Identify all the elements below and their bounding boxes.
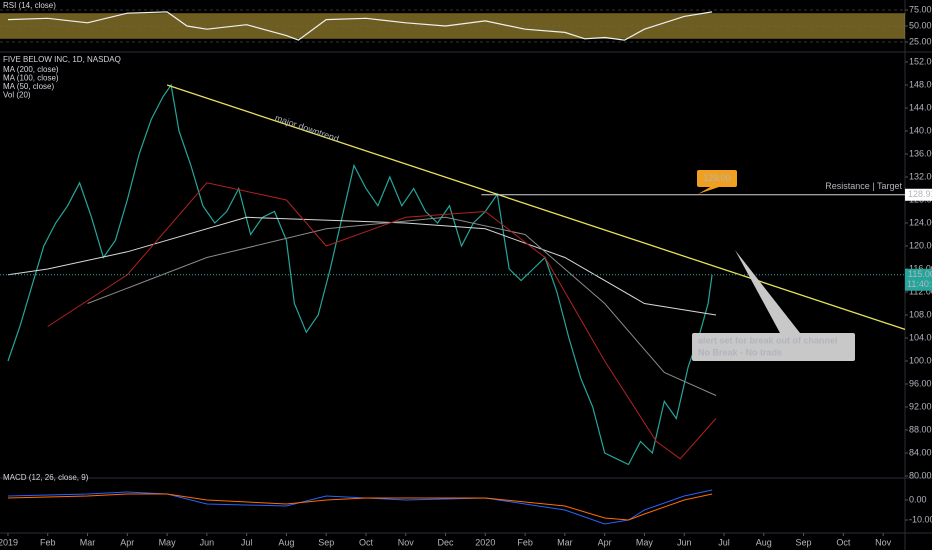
price-tag: 129.00 [703,173,731,183]
x-tick-label: Nov [875,537,892,547]
x-tick-label: Feb [517,537,533,547]
y-tick-label: 148.00 [909,79,932,89]
indicator-label: MA (200, close) [3,65,59,74]
x-tick-label: Feb [40,537,56,547]
resistance-label: Resistance | Target [825,181,902,191]
x-tick-label: Jul [241,537,253,547]
series-line [7,489,713,525]
y-tick-label: 104.00 [909,332,932,342]
x-tick-label: Apr [120,537,134,547]
y-tick-label: 136.00 [909,148,932,158]
y-tick-label: 88.00 [909,424,932,434]
y-tick-label: 132.00 [909,171,932,181]
x-tick-label: Jul [718,537,730,547]
series-line [7,83,713,466]
series-line [7,493,713,521]
x-tick-label: 2019 [0,537,18,547]
note-line: alert set for break out of channel [698,335,838,345]
x-tick-label: Aug [756,537,772,547]
y-tick-label: 144.00 [909,102,932,112]
series-line [87,216,717,396]
y-tick-label: 124.00 [909,217,932,227]
indicator-label: MA (100, close) [3,74,59,83]
indicator-label: Vol (20) [3,91,31,100]
y-tick-label: 84.00 [909,447,932,457]
x-tick-label: May [159,537,177,547]
current-price: 115.00 [908,269,932,279]
note-pointer [735,250,800,333]
countdown: 11:40:30 [907,279,932,289]
panel-title: MACD (12, 26, close, 9) [3,473,89,482]
x-tick-label: Sep [318,537,334,547]
x-tick-label: Jun [200,537,215,547]
x-tick-label: Oct [836,537,851,547]
y-tick-label: 96.00 [909,378,932,388]
x-tick-label: May [636,537,654,547]
y-tick-label: 100.00 [909,355,932,365]
x-tick-label: 2020 [475,537,495,547]
x-tick-label: Mar [557,537,573,547]
x-tick-label: Nov [398,537,415,547]
series-line [7,216,717,316]
series-line [7,11,713,41]
x-tick-label: Aug [278,537,294,547]
resistance-price: 128.91 [908,189,932,199]
y-tick-label: 140.00 [909,125,932,135]
y-tick-label: 120.00 [909,240,932,250]
note-box [692,333,855,361]
panel-title: RSI (14, close) [3,1,56,10]
y-tick-label: 50.00 [909,20,932,30]
y-tick-label: 75.00 [909,4,932,14]
y-tick-label: 108.00 [909,309,932,319]
price-tag-box [697,170,737,187]
price-tag-pointer [698,186,722,194]
y-tick-label: 25.00 [909,36,932,46]
resistance-price-box [905,188,932,201]
series-line [166,84,906,331]
x-tick-label: Mar [80,537,96,547]
y-tick-label: 112.00 [909,286,932,296]
x-tick-label: Oct [359,537,374,547]
y-tick-label: 92.00 [909,401,932,411]
y-tick-label: 0.00 [909,494,927,504]
y-tick-label: 116.00 [909,263,932,273]
x-tick-label: Dec [438,537,455,547]
trend-label: major downtrend [274,113,341,144]
indicator-label: MA (50, close) [3,82,54,91]
note-line: No Break - No trade [698,347,782,357]
y-tick-label: 80.00 [909,470,932,480]
current-price-box [905,268,932,291]
y-tick-label: 152.00 [909,56,932,66]
x-tick-label: Jun [677,537,692,547]
x-tick-label: Sep [796,537,812,547]
series-line [47,182,717,460]
y-tick-label: -10.00 [909,514,932,524]
panel-title: FIVE BELOW INC, 1D, NASDAQ [3,55,121,64]
x-tick-label: Apr [598,537,612,547]
